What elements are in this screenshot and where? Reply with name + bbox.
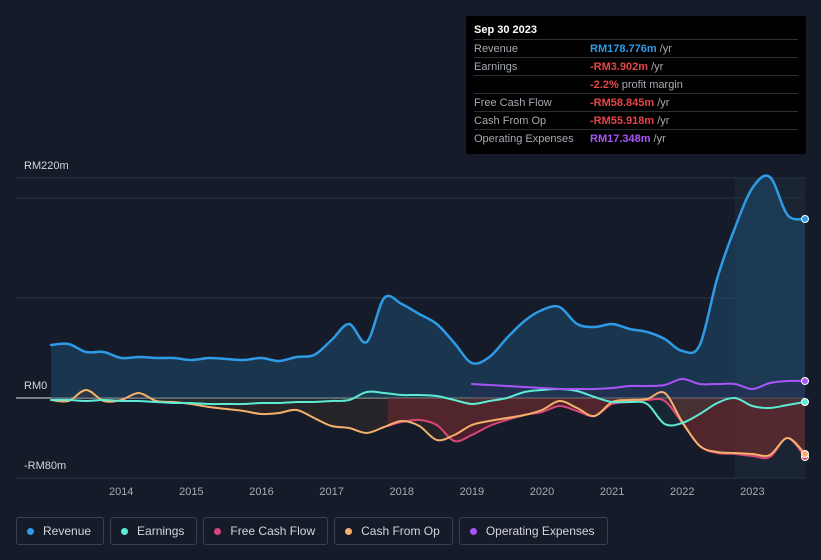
line-revenue xyxy=(49,174,807,365)
series-endpoints xyxy=(801,215,809,461)
x-tick-label: 2021 xyxy=(600,486,624,498)
endpoint-operating-expenses xyxy=(801,377,809,385)
legend-item-earnings[interactable]: Earnings xyxy=(110,517,198,545)
tooltip-value: RM17.348m xyxy=(590,132,651,145)
tooltip-date: Sep 30 2023 xyxy=(474,24,537,36)
tooltip-rows: Revenue RM178.776m/yr Earnings -RM3.902m/yr… xyxy=(474,39,798,147)
tooltip-label: Free Cash Flow xyxy=(474,96,552,109)
legend-dot-icon xyxy=(121,527,129,535)
endpoint-revenue xyxy=(801,215,809,223)
tooltip-value: -RM3.902m xyxy=(590,60,649,73)
tooltip-label: Operating Expenses xyxy=(474,132,574,145)
legend-item-cash-from-op[interactable]: Cash From Op xyxy=(334,517,453,545)
tooltip-unit: /yr xyxy=(657,96,670,109)
x-tick-label: 2019 xyxy=(460,486,484,498)
x-tick-label: 2023 xyxy=(740,486,764,498)
tooltip-label: Earnings xyxy=(474,60,518,73)
tooltip-row: Free Cash Flow -RM58.845m/yr xyxy=(474,93,798,111)
tooltip-unit: /yr xyxy=(651,60,664,73)
hover-tooltip: Sep 30 2023 Revenue RM178.776m/yr Earnings… xyxy=(466,16,806,154)
tooltip-unit: profit margin xyxy=(621,78,683,91)
tooltip-row: -2.2% profit margin xyxy=(474,75,798,93)
financials-chart: RM220m RM0 -RM80m 2014 2015 2016 2017 2018 2019… xyxy=(16,160,809,498)
tooltip-value: -RM58.845m xyxy=(590,96,655,109)
tooltip-row: Earnings -RM3.902m/yr xyxy=(474,57,798,75)
x-tick-labels: 2014 2015 2016 2017 2018 2019 2020 2021 2022 2023 xyxy=(109,486,765,498)
tooltip-value: -2.2% xyxy=(590,78,619,91)
tooltip-row: Operating Expenses RM17.348m/yr xyxy=(474,129,798,147)
x-tick-label: 2016 xyxy=(249,486,273,498)
tooltip-label: Cash From Op xyxy=(474,114,547,127)
y-tick-label: RM0 xyxy=(24,380,47,392)
tooltip-row: Revenue RM178.776m/yr xyxy=(474,39,798,57)
endpoint-cash-from-op xyxy=(801,450,809,458)
area-earnings xyxy=(51,388,806,426)
endpoint-earnings xyxy=(801,398,809,406)
legend-dot-icon xyxy=(27,527,34,535)
tooltip-row: Cash From Op -RM55.918m/yr xyxy=(474,111,798,129)
legend-item-operating-expenses[interactable]: Operating Expenses xyxy=(458,517,608,545)
area-operating-expenses xyxy=(471,378,805,398)
legend-dot-icon xyxy=(345,527,353,535)
x-tick-label: 2017 xyxy=(319,486,343,498)
line-earnings xyxy=(50,387,806,427)
legend-dot-icon xyxy=(214,527,222,535)
x-tick-label: 2018 xyxy=(389,486,413,498)
x-tick-label: 2014 xyxy=(109,486,133,498)
legend-item-free-cash-flow[interactable]: Free Cash Flow xyxy=(203,517,329,545)
x-tick-label: 2015 xyxy=(179,486,203,498)
series-areas xyxy=(51,175,806,459)
legend-label: Operating Expenses xyxy=(485,524,595,538)
legend-label: Revenue xyxy=(43,524,92,538)
tooltip-value: RM178.776m xyxy=(590,42,657,55)
area-revenue xyxy=(51,175,806,398)
legend-label: Free Cash Flow xyxy=(230,524,316,538)
series-lines xyxy=(49,174,807,460)
chart-legend: Revenue Earnings Free Cash Flow Cash From O… xyxy=(16,517,608,545)
line-operating-expenses xyxy=(470,377,806,391)
legend-label: Earnings xyxy=(137,524,185,538)
y-tick-label: -RM80m xyxy=(24,460,66,472)
tooltip-unit: /yr xyxy=(653,132,666,145)
x-tick-label: 2022 xyxy=(670,486,694,498)
x-tick-label: 2020 xyxy=(530,486,554,498)
legend-item-revenue[interactable]: Revenue xyxy=(16,517,105,545)
y-tick-label: RM220m xyxy=(24,160,69,172)
tooltip-value: -RM55.918m xyxy=(590,114,655,127)
tooltip-unit: /yr xyxy=(657,114,670,127)
y-tick-labels: RM220m RM0 -RM80m xyxy=(24,160,69,472)
area-cash-from-op xyxy=(51,390,806,457)
legend-label: Cash From Op xyxy=(361,524,440,538)
tooltip-unit: /yr xyxy=(659,42,672,55)
tooltip-label: Revenue xyxy=(474,42,519,55)
legend-dot-icon xyxy=(469,527,477,535)
